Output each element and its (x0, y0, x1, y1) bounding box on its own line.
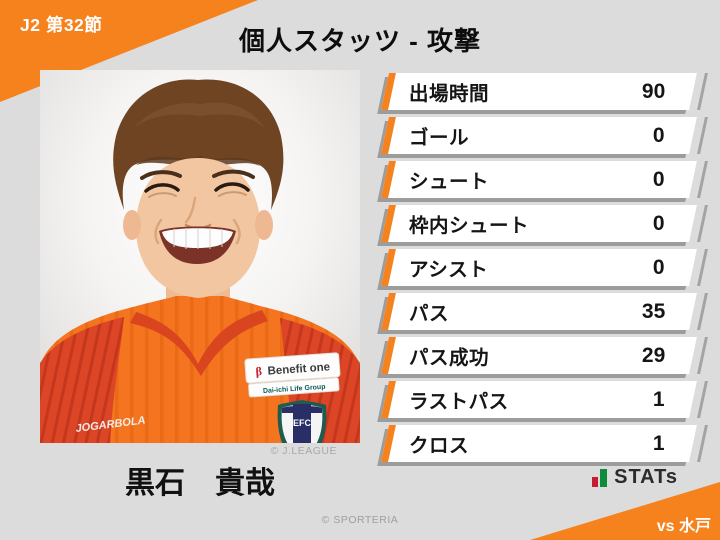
sponsor-line1: Benefit one (267, 361, 330, 377)
crest-text: EFC (293, 418, 312, 428)
stat-row: シュート 0 (381, 161, 697, 198)
stats-logo: STATs (592, 466, 678, 489)
sponsor-mark: β (255, 364, 262, 378)
matchday-label: J2 第32節 (20, 15, 103, 35)
stat-label: 出場時間 (409, 83, 490, 105)
stat-row: クロス 1 (381, 425, 697, 462)
stat-label: パス (409, 303, 450, 325)
stat-value: 29 (641, 343, 665, 367)
stat-row: ゴール 0 (381, 117, 697, 154)
sponsor-patch: β Benefit one Dai-ichi Life Group (244, 352, 341, 398)
stat-value: 35 (641, 299, 665, 323)
stat-label: シュート (409, 171, 490, 193)
player-name: 黒石 貴哉 (125, 467, 275, 500)
stat-row: ラストパス 1 (381, 381, 697, 418)
stat-row: 枠内シュート 0 (381, 205, 697, 242)
stat-label: クロス (409, 435, 470, 457)
player-photo: β Benefit one Dai-ichi Life Group EFC JO… (40, 70, 360, 443)
club-crest: EFC (277, 400, 327, 443)
stat-label: 枠内シュート (409, 215, 530, 237)
footer-credit: © SPORTERIA (321, 514, 399, 526)
stat-value: 1 (653, 431, 665, 455)
stat-row: パス成功 29 (381, 337, 697, 374)
stat-value: 0 (653, 211, 665, 235)
stat-label: ラストパス (409, 391, 509, 413)
photo-credit: © J.LEAGUE (270, 445, 337, 457)
opponent-label: vs 水戸 (656, 518, 711, 535)
stat-label: パス成功 (409, 347, 490, 369)
stat-row: パス 35 (381, 293, 697, 330)
stats-list: 出場時間 90 ゴール 0 シュート 0 枠内シュート 0 アシスト 0 パス … (381, 73, 697, 469)
stats-logo-text: STATs (614, 466, 678, 488)
stat-label: アシスト (409, 259, 489, 281)
stat-value: 90 (641, 79, 665, 103)
stat-value: 1 (653, 387, 665, 411)
bar-chart-icon (592, 469, 608, 487)
stat-value: 0 (653, 255, 665, 279)
sponsor-line2: Dai-ichi Life Group (263, 384, 326, 395)
stat-value: 0 (653, 167, 665, 191)
stat-label: ゴール (409, 127, 470, 149)
stat-value: 0 (653, 123, 665, 147)
stat-row: 出場時間 90 (381, 73, 697, 110)
stat-row: アシスト 0 (381, 249, 697, 286)
